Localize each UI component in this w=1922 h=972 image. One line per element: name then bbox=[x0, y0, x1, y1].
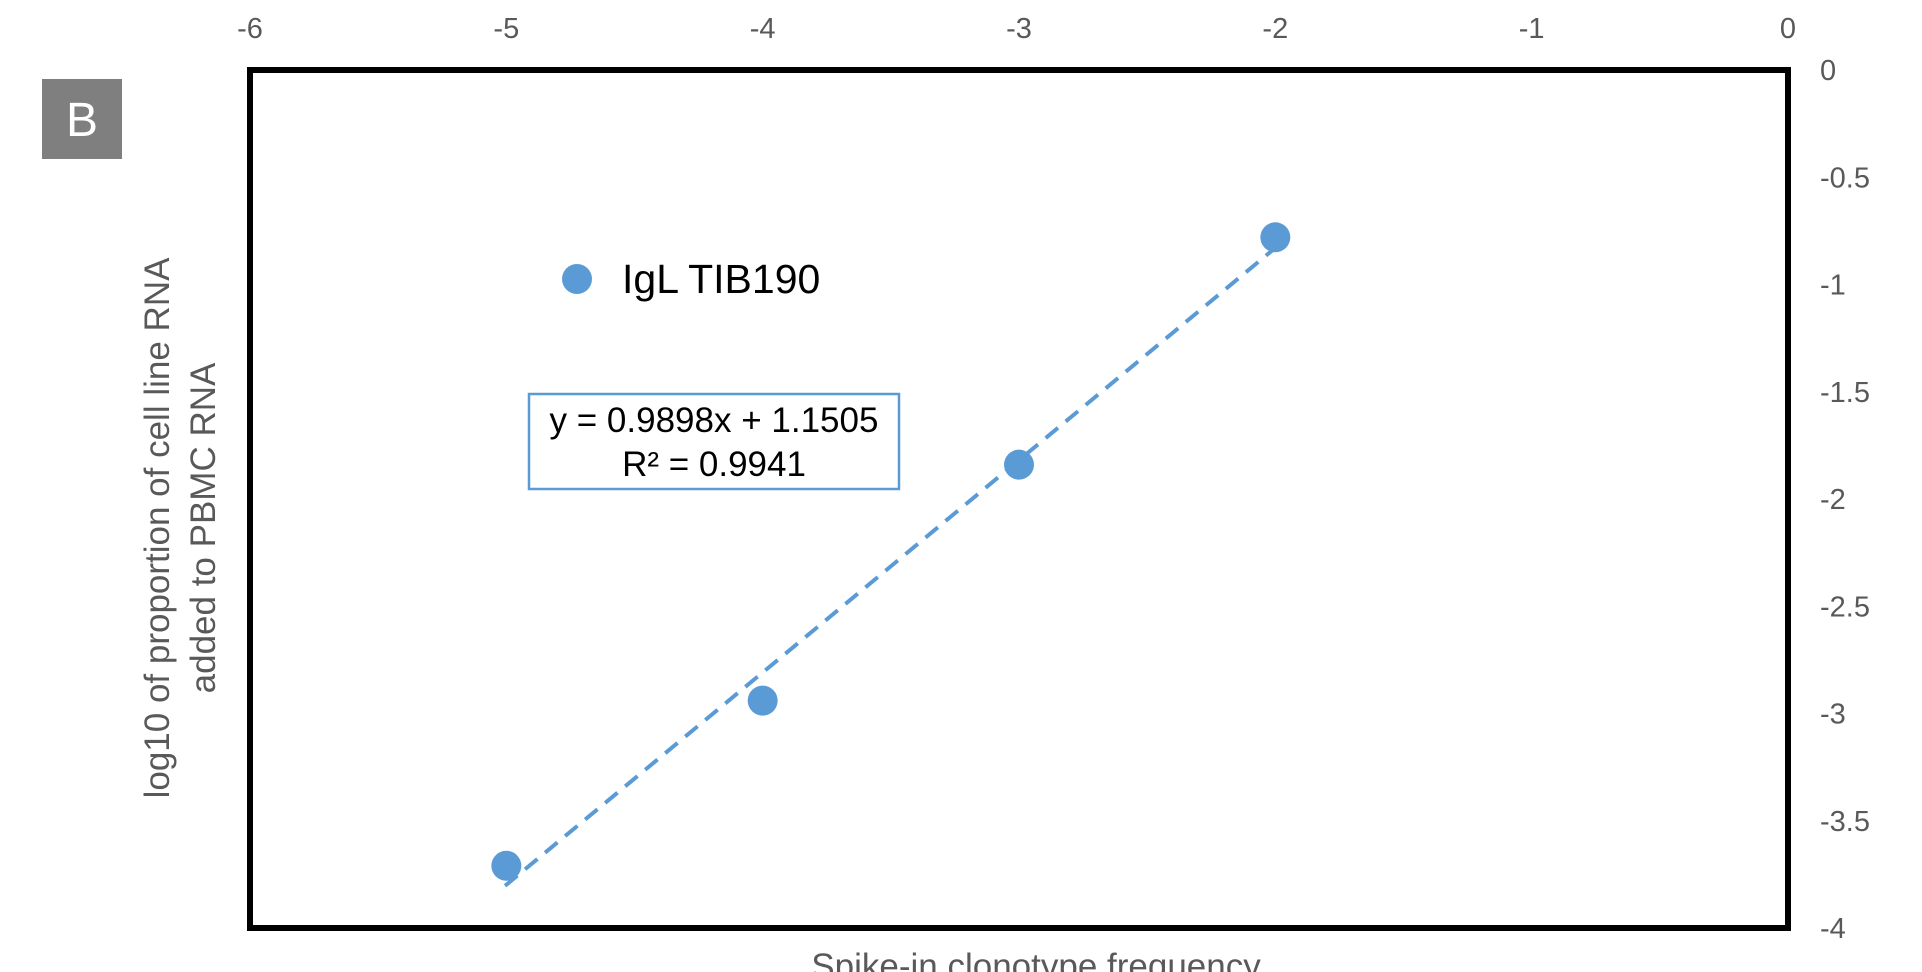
y-tick-label: -0.5 bbox=[1820, 162, 1870, 194]
data-point bbox=[491, 850, 522, 881]
data-points bbox=[491, 222, 1291, 881]
trendline-r-squared: R² = 0.9941 bbox=[622, 445, 806, 484]
x-tick-label: -6 bbox=[237, 13, 263, 45]
data-point bbox=[1260, 222, 1291, 253]
y-tick-label: -1 bbox=[1820, 270, 1846, 302]
x-axis-title: Spike-in clonotype frequency bbox=[811, 947, 1261, 972]
y-tick-label: -2 bbox=[1820, 484, 1846, 516]
legend-marker-igl-tib190 bbox=[562, 264, 592, 294]
data-point bbox=[747, 685, 778, 716]
x-tick-label: 0 bbox=[1780, 13, 1796, 45]
y-axis-title-line-1: log10 of proportion of cell line RNA bbox=[138, 257, 177, 799]
trendline-equation: y = 0.9898x + 1.1505 bbox=[550, 401, 879, 440]
panel-badge bbox=[42, 79, 122, 159]
y-axis-tick-labels: 0 -0.5 -1 -1.5 -2 -2.5 -3 -3.5 -4 bbox=[1820, 55, 1870, 945]
trendline bbox=[503, 246, 1277, 888]
y-axis-title-line-2: added to PBMC RNA bbox=[184, 362, 223, 693]
y-tick-label: 0 bbox=[1820, 55, 1836, 87]
x-tick-label: -3 bbox=[1006, 13, 1032, 45]
plot-area bbox=[247, 67, 1791, 931]
x-tick-label: -1 bbox=[1519, 13, 1545, 45]
y-tick-label: -4 bbox=[1820, 913, 1846, 945]
x-axis-tick-labels: -6 -5 -4 -3 -2 -1 0 bbox=[237, 13, 1796, 45]
y-tick-label: -2.5 bbox=[1820, 591, 1870, 623]
x-tick-label: -5 bbox=[493, 13, 519, 45]
y-tick-label: -1.5 bbox=[1820, 377, 1870, 409]
trendline-equation-box bbox=[527, 392, 901, 491]
panel-label: B bbox=[66, 94, 98, 147]
y-tick-label: -3.5 bbox=[1820, 806, 1870, 838]
y-tick-label: -3 bbox=[1820, 699, 1846, 731]
legend-label-igl-tib190: IgL TIB190 bbox=[622, 256, 820, 302]
data-point bbox=[1004, 449, 1034, 480]
x-tick-label: -4 bbox=[750, 13, 776, 45]
x-tick-label: -2 bbox=[1262, 13, 1288, 45]
